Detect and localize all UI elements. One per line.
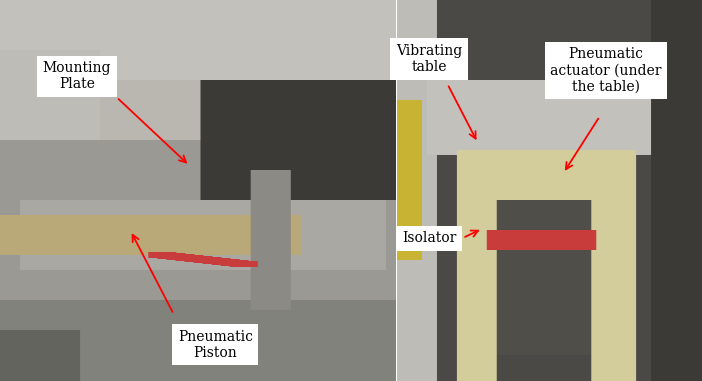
Text: Pneumatic
Piston: Pneumatic Piston [178, 330, 253, 360]
Text: Pneumatic
actuator (under
the table): Pneumatic actuator (under the table) [550, 47, 662, 94]
Text: Mounting
Plate: Mounting Plate [43, 61, 112, 91]
Text: Isolator: Isolator [402, 231, 456, 245]
Text: Vibrating
table: Vibrating table [396, 44, 462, 74]
